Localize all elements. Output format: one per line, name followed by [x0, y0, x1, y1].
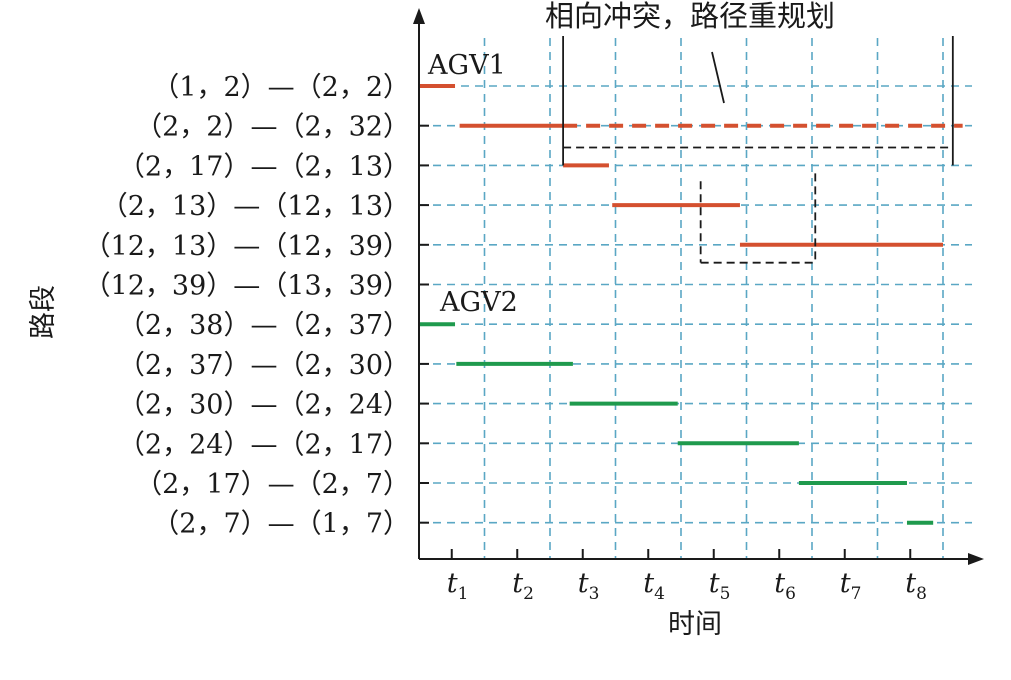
x-axis-title: 时间: [668, 609, 722, 640]
agv2-label: AGV2: [439, 287, 518, 318]
x-tick-label: t3: [578, 568, 600, 604]
y-axis-title: 路段: [28, 285, 59, 339]
x-tick-label: t4: [643, 568, 665, 604]
x-tick-label: t1: [447, 568, 469, 604]
agv1-label: AGV1: [427, 50, 506, 81]
x-tick-label: t8: [905, 568, 927, 604]
x-tick-label: t2: [512, 568, 534, 604]
y-tick-label: （12，39）—（13，39）: [84, 271, 410, 302]
axes: [413, 8, 984, 565]
y-tick-label: （12，13）—（12，39）: [84, 231, 410, 262]
y-tick-label: （2，7）—（1，7）: [152, 509, 410, 540]
y-tick-label: （2，24）—（2，17）: [118, 429, 410, 460]
x-tick-labels: t1 t2 t3 t4 t5 t6 t7 t8: [447, 568, 927, 604]
bars: [419, 84, 963, 525]
y-tick-label: （2，2）—（2，32）: [135, 112, 410, 143]
conflict-annotation: 相向冲突，路径重规划: [545, 0, 835, 33]
y-tick-label: （2，38）—（2，37）: [118, 310, 410, 341]
y-tick-label: （2，37）—（2，30）: [118, 350, 410, 381]
y-tick-label: （2，17）—（2，7）: [135, 469, 410, 500]
x-axis-arrow-icon: [968, 553, 984, 565]
x-tick-label: t6: [774, 568, 796, 604]
y-tick-label: （2，30）—（2，24）: [118, 390, 410, 421]
annotation-pointer: [711, 51, 725, 104]
x-tick-label: t7: [840, 568, 862, 604]
annotation-lines: [562, 36, 954, 264]
y-tick-label: （2，17）—（2，13）: [118, 151, 410, 182]
y-tick-label: （2，13）—（12，13）: [101, 191, 410, 222]
y-tick-labels: （1，2）—（2，2） （2，2）—（2，32） （2，17）—（2，13） （2，1…: [84, 72, 410, 540]
y-tick-label: （1，2）—（2，2）: [152, 72, 410, 103]
y-axis-arrow-icon: [413, 8, 425, 24]
x-tick-label: t5: [709, 568, 731, 604]
